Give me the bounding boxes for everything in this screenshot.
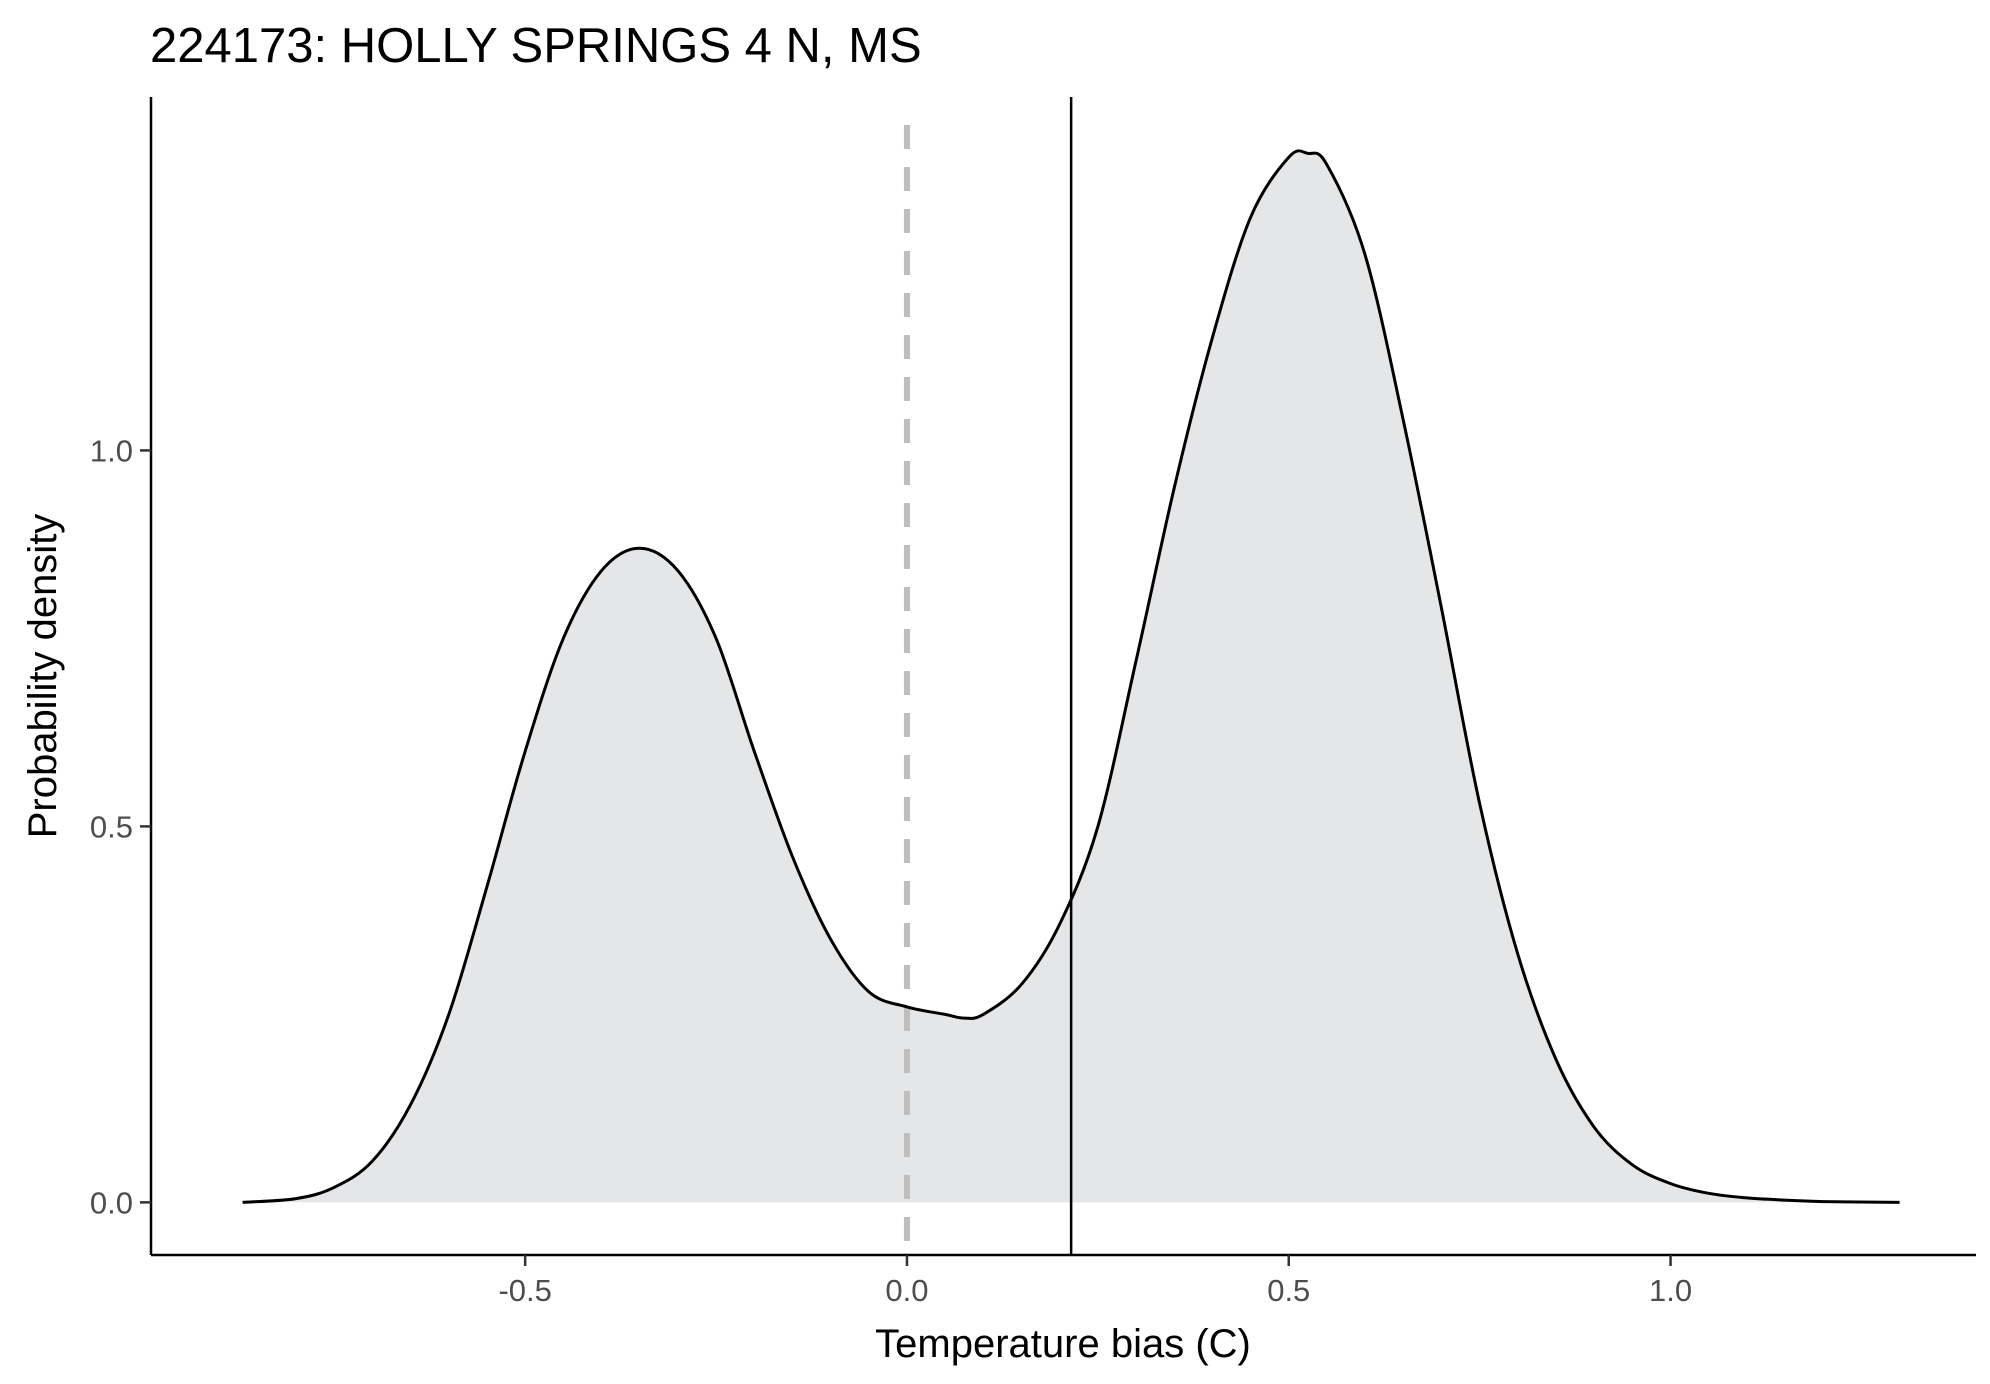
density-area [242,150,1900,1203]
x-axis-ticks: -0.5 0.0 0.5 1.0 [498,1255,1692,1308]
chart-title: 224173: HOLLY SPRINGS 4 N, MS [150,19,922,73]
y-axis-ticks: 0.0 0.5 1.0 [90,433,151,1220]
y-tick-label: 0.5 [90,809,133,844]
x-tick-label: 0.0 [885,1273,928,1308]
x-tick-label: 1.0 [1649,1273,1692,1308]
y-tick-label: 0.0 [90,1185,133,1220]
x-axis-title: Temperature bias (C) [875,1322,1251,1366]
y-tick-label: 1.0 [90,433,133,468]
density-curve [242,149,1900,1204]
y-axis-title: Probability density [21,514,65,839]
x-tick-label: -0.5 [498,1273,551,1308]
plot-area [242,97,1900,1255]
x-tick-label: 0.5 [1267,1273,1310,1308]
